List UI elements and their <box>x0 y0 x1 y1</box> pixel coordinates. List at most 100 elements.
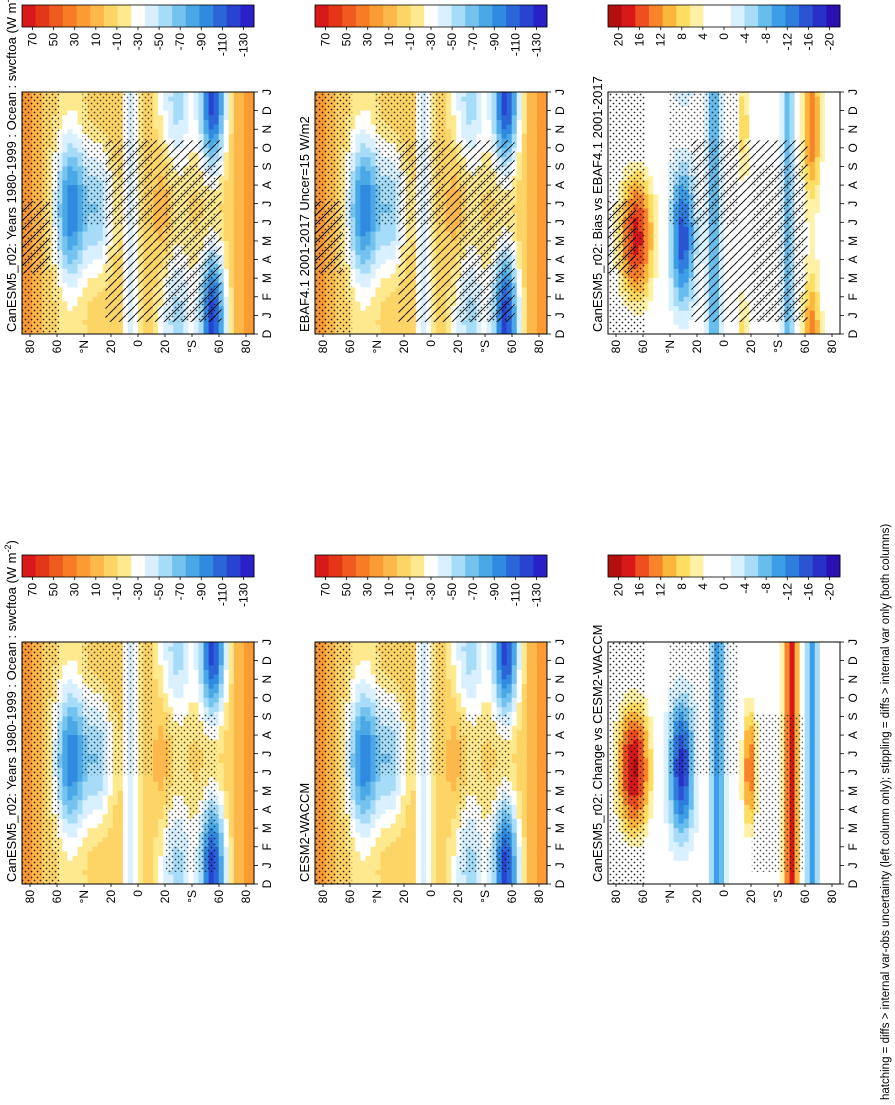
month-tick-label: A <box>846 731 860 739</box>
month-tick-label: A <box>260 731 274 739</box>
heatmap-cancesm5-right <box>21 641 255 885</box>
colorbar-swatch <box>826 5 841 27</box>
colorbar-swatch <box>506 555 521 577</box>
month-tick-label: M <box>846 823 860 833</box>
month-tick-label: J <box>846 312 860 318</box>
colorbar-swatch <box>621 5 636 27</box>
colorbar-label: 30 <box>68 33 82 47</box>
month-ticks: D J F M A M J J A S ON D J <box>547 89 567 338</box>
colorbar-swatch <box>437 5 452 27</box>
month-tick-label: N <box>846 125 860 134</box>
colorbar-label: -90 <box>194 33 208 51</box>
month-tick-label: J <box>260 219 274 225</box>
month-tick-label: D <box>553 329 567 338</box>
colorbar-label: -110 <box>508 33 522 56</box>
colorbar-label: -70 <box>466 583 480 601</box>
colorbar-swatch <box>648 555 663 577</box>
lat-tick-label: 0 <box>717 890 731 897</box>
colorbar-label: 30 <box>68 583 82 597</box>
colorbar-swatch <box>478 5 493 27</box>
colorbar-label: 10 <box>89 33 103 47</box>
month-tick-label: J <box>553 751 567 757</box>
colorbar-swatch <box>506 5 521 27</box>
colorbar-swatch <box>22 5 37 27</box>
panel-cancesm5-right: 70 50 30 10 -10 -30 -50 -70 -90 -110 -130 80 60 °N 20… <box>3 540 274 903</box>
colorbar-swatch <box>240 5 255 27</box>
month-tick-label: J <box>846 201 860 207</box>
colorbar-swatch <box>478 555 493 577</box>
colorbar-swatch <box>608 555 623 577</box>
colorbar-label: 12 <box>654 583 668 597</box>
month-tick-label: J <box>260 862 274 868</box>
colorbar-swatch <box>799 555 814 577</box>
colorbar-label: 8 <box>675 583 689 590</box>
colorbar-swatch <box>703 5 718 27</box>
month-tick-label: J <box>553 769 567 775</box>
colorbar-label: -30 <box>424 583 438 601</box>
panel-bias-ebaf: 20 16 12 8 4 0 -4 -8 -12 -16 -20 80 60 °N 20 0 20 °S 60 80… <box>590 4 860 353</box>
month-tick-label: J <box>260 201 274 207</box>
colorbar-label: 4 <box>696 583 710 590</box>
colorbar-label: 50 <box>47 583 61 597</box>
colorbar-swatch <box>240 555 255 577</box>
colorbar-swatch <box>410 5 425 27</box>
colorbar-label: 8 <box>675 33 689 40</box>
colorbar-swatch <box>226 5 241 27</box>
colorbar-swatch <box>519 5 534 27</box>
month-tick-label: M <box>553 823 567 833</box>
stippling <box>165 714 217 872</box>
colorbar-swatch <box>226 555 241 577</box>
colorbar-swatch <box>621 555 636 577</box>
colorbar-swatch <box>826 555 841 577</box>
colorbar-swatch <box>492 555 507 577</box>
month-tick-label: O <box>553 143 567 152</box>
colorbar-label: -30 <box>424 33 438 51</box>
colorbar-label: -30 <box>131 33 145 51</box>
colorbar-swatch <box>689 5 704 27</box>
month-tick-label: M <box>260 786 274 796</box>
lat-tick-label: 20 <box>397 890 411 904</box>
month-tick-label: N <box>260 125 274 134</box>
lat-tick-label: 60 <box>798 890 812 904</box>
colorbar-swatch <box>76 5 91 27</box>
lat-tick-label: 20 <box>690 890 704 904</box>
month-tick-label: D <box>260 329 274 338</box>
lat-ticks: 80 60 °N 20 0 20 °S 60 80 <box>609 884 839 903</box>
colorbar-swatch <box>648 5 663 27</box>
colorbar-swatch <box>533 555 548 577</box>
colorbar-label: -10 <box>110 583 124 601</box>
colorbar-swatch <box>465 555 480 577</box>
lat-tick-label: 80 <box>825 340 839 354</box>
lat-tick-label: °S <box>478 890 492 903</box>
colorbar-label: 12 <box>654 33 668 47</box>
colorbar-label: 70 <box>319 33 333 47</box>
month-ticks: D J F M A M J J A S ON D J <box>840 89 860 338</box>
lat-tick-label: 80 <box>23 890 37 904</box>
colorbar-label: 50 <box>340 33 354 47</box>
lat-tick-label: 0 <box>717 340 731 347</box>
lat-tick-label: 20 <box>158 340 172 354</box>
month-ticks: D J F M A M J J A S ON D J <box>254 639 274 888</box>
stippling <box>315 642 353 884</box>
hatching <box>22 200 50 274</box>
month-tick-label: D <box>260 879 274 888</box>
month-tick-label: F <box>260 293 274 300</box>
lat-ticks: 80 60 °N 20 0 20 °S 60 80 <box>316 334 546 353</box>
lat-ticks: 80 60 °N 20 0 20 °S 60 80 <box>609 334 839 353</box>
month-tick-label: S <box>260 162 274 170</box>
month-tick-label: J <box>260 639 274 645</box>
colorbar-label: -12 <box>780 583 794 601</box>
month-tick-label: J <box>846 639 860 645</box>
colorbar-swatch <box>533 5 548 27</box>
lat-tick-label: 80 <box>609 340 623 354</box>
colorbar-change-cesm2: 20 16 12 8 4 0 -4 -8 -12 -16 -20 <box>607 554 841 601</box>
lat-tick-label: 60 <box>505 340 519 354</box>
month-tick-label: D <box>553 106 567 115</box>
month-tick-label: M <box>260 823 274 833</box>
month-tick-label: J <box>260 312 274 318</box>
colorbar-swatch <box>117 5 132 27</box>
lat-tick-label: 0 <box>131 340 145 347</box>
colorbar-label: -70 <box>173 583 187 601</box>
lat-tick-label: 20 <box>397 340 411 354</box>
colorbar-label: -110 <box>215 33 229 56</box>
